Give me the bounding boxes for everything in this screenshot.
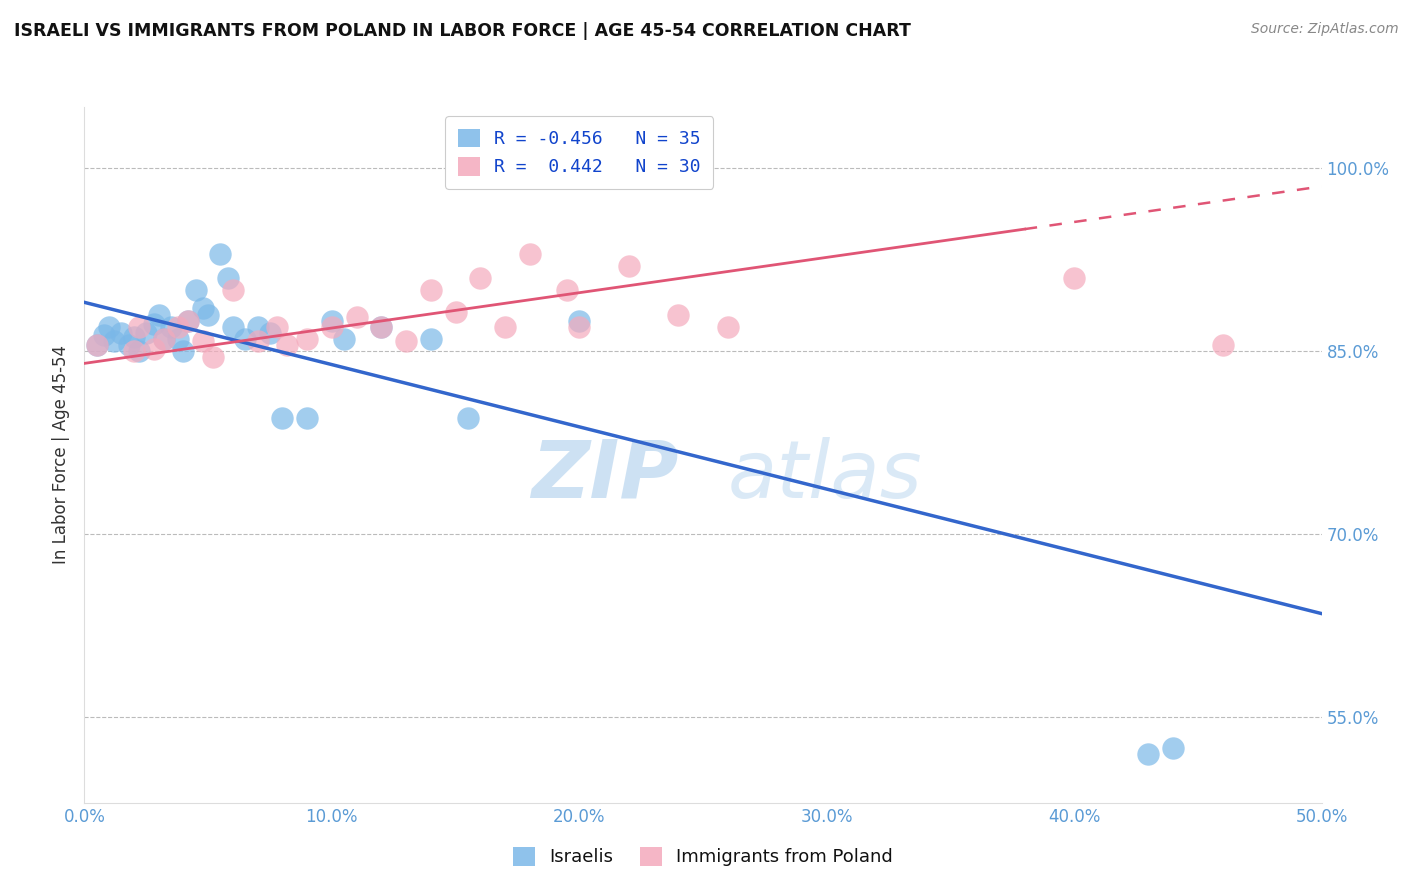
- Point: [276, 338, 298, 352]
- Point: [167, 319, 190, 334]
- Point: [370, 319, 392, 334]
- Point: [118, 338, 141, 352]
- Point: [98, 319, 121, 334]
- Point: [271, 411, 294, 425]
- Point: [184, 283, 207, 297]
- Point: [666, 308, 689, 322]
- Point: [333, 332, 356, 346]
- Point: [457, 411, 479, 425]
- Point: [321, 319, 343, 334]
- Point: [555, 283, 578, 297]
- Point: [122, 329, 145, 343]
- Point: [202, 351, 225, 365]
- Point: [128, 344, 150, 359]
- Text: ZIP: ZIP: [531, 437, 678, 515]
- Point: [1137, 747, 1160, 761]
- Point: [152, 332, 174, 346]
- Point: [128, 319, 150, 334]
- Point: [494, 319, 516, 334]
- Point: [519, 246, 541, 260]
- Text: Source: ZipAtlas.com: Source: ZipAtlas.com: [1251, 22, 1399, 37]
- Point: [295, 332, 318, 346]
- Point: [217, 271, 239, 285]
- Y-axis label: In Labor Force | Age 45-54: In Labor Force | Age 45-54: [52, 345, 70, 565]
- Point: [93, 328, 115, 343]
- Point: [568, 313, 591, 327]
- Point: [110, 326, 132, 340]
- Point: [86, 338, 108, 352]
- Point: [370, 319, 392, 334]
- Point: [172, 344, 194, 359]
- Point: [167, 332, 190, 346]
- Point: [233, 332, 256, 346]
- Point: [152, 332, 174, 346]
- Legend: Israelis, Immigrants from Poland: Israelis, Immigrants from Poland: [502, 836, 904, 877]
- Point: [617, 259, 640, 273]
- Point: [122, 344, 145, 359]
- Point: [177, 313, 200, 327]
- Point: [222, 319, 245, 334]
- Point: [246, 334, 269, 349]
- Point: [197, 308, 219, 322]
- Text: atlas: atlas: [728, 437, 922, 515]
- Point: [103, 334, 125, 349]
- Point: [246, 319, 269, 334]
- Point: [395, 334, 418, 349]
- Point: [295, 411, 318, 425]
- Point: [419, 283, 441, 297]
- Point: [1161, 740, 1184, 755]
- Point: [568, 319, 591, 334]
- Point: [346, 310, 368, 324]
- Point: [321, 313, 343, 327]
- Point: [266, 319, 288, 334]
- Point: [142, 318, 165, 332]
- Point: [1212, 338, 1234, 352]
- Point: [86, 338, 108, 352]
- Point: [148, 308, 170, 322]
- Point: [717, 319, 740, 334]
- Point: [222, 283, 245, 297]
- Point: [142, 342, 165, 356]
- Point: [191, 334, 214, 349]
- Point: [209, 246, 232, 260]
- Point: [419, 332, 441, 346]
- Text: ISRAELI VS IMMIGRANTS FROM POLAND IN LABOR FORCE | AGE 45-54 CORRELATION CHART: ISRAELI VS IMMIGRANTS FROM POLAND IN LAB…: [14, 22, 911, 40]
- Point: [191, 301, 214, 316]
- Point: [135, 326, 157, 340]
- Point: [470, 271, 492, 285]
- Point: [259, 326, 281, 340]
- Point: [160, 319, 183, 334]
- Point: [444, 305, 467, 319]
- Point: [1063, 271, 1085, 285]
- Point: [177, 313, 200, 327]
